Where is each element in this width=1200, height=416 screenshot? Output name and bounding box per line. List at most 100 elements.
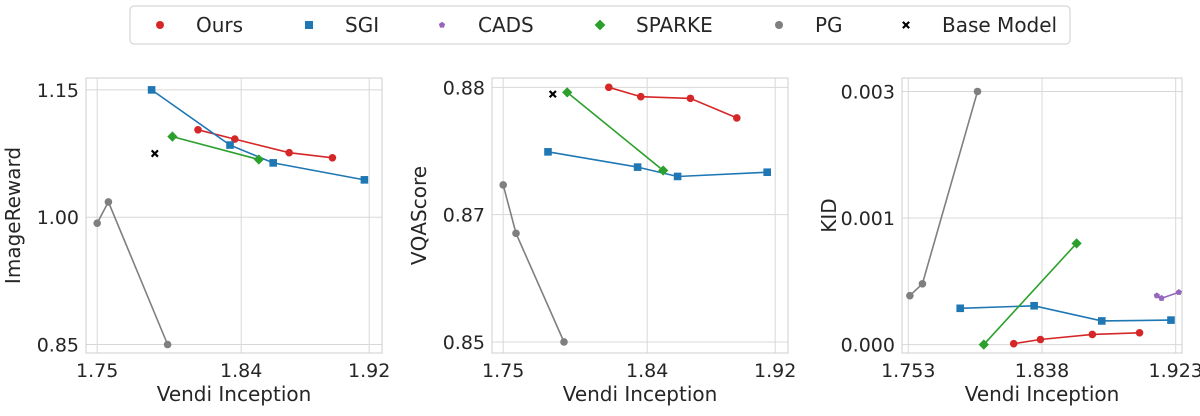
y-tick-label: 1.00: [37, 207, 79, 229]
data-point-sgi: [956, 304, 965, 313]
data-point-sparke: [562, 87, 573, 98]
legend-label: CADS: [478, 13, 534, 37]
x-tick-label: 1.84: [220, 360, 262, 382]
x-tick-label: 1.923: [1149, 360, 1200, 382]
legend-marker-circle-icon: [775, 21, 783, 29]
data-point-ours: [328, 153, 337, 162]
legend-entry-sparke: SPARKE: [594, 13, 713, 37]
series-line-sparke: [566, 91, 664, 172]
x-axis-label: Vendi Inception: [965, 382, 1120, 406]
y-axis-label: VQAScore: [407, 166, 431, 265]
data-point-sgi: [1030, 301, 1038, 310]
y-tick-label: 0.85: [37, 335, 79, 357]
legend-label: PG: [815, 13, 843, 37]
data-point-sparke: [978, 339, 989, 350]
legend-label: SGI: [345, 13, 379, 37]
data-point-sgi: [633, 163, 642, 171]
data-point-ours: [686, 94, 695, 103]
data-point-ours: [1036, 335, 1045, 344]
series-pg: [93, 198, 172, 349]
data-point-pg: [918, 280, 927, 288]
series-cads: [1153, 288, 1182, 301]
legend-label: Base Model: [942, 13, 1057, 37]
legend-marker-diamond-icon: [594, 19, 606, 31]
x-axis-label: Vendi Inception: [563, 382, 718, 406]
y-tick-label: 0.001: [841, 208, 895, 230]
series-line-ours: [197, 129, 333, 159]
chart-panel-3: 1.753 1.838 1.923 0.000 0.001 0.003 Vendi Ince…: [817, 77, 1200, 406]
legend-marker-pentagon-icon: [438, 21, 446, 28]
data-point-sparke: [1071, 238, 1082, 249]
data-point-cads: [1158, 294, 1165, 301]
data-point-sgi: [360, 176, 369, 184]
series-ours: [1009, 328, 1144, 348]
x-tick-label: 1.838: [1015, 360, 1069, 382]
x-axis-label: Vendi Inception: [157, 382, 312, 406]
series-base-model: [150, 149, 159, 158]
series-sparke: [978, 238, 1082, 350]
data-point-sgi: [147, 86, 156, 94]
series-pg: [906, 87, 982, 300]
data-point-sgi: [269, 159, 277, 167]
data-point-sgi: [544, 148, 552, 156]
data-point-pg: [93, 219, 101, 227]
series-line-sgi: [151, 89, 365, 181]
series-sgi: [544, 148, 771, 181]
data-point-sgi: [763, 168, 771, 177]
legend-marker-x-icon: [902, 21, 910, 29]
data-point-sgi: [1167, 316, 1175, 324]
legend-entry-ours: Ours: [156, 13, 243, 37]
y-axis-label: KID: [817, 198, 841, 232]
legend-label: SPARKE: [636, 13, 713, 37]
legend-marker-square-icon: [305, 21, 313, 29]
legend-entry-sgi: SGI: [305, 13, 379, 37]
legend-marker-circle-icon: [156, 21, 164, 29]
data-point-ours: [1088, 330, 1097, 339]
legend-entry-pg: PG: [775, 13, 843, 37]
chart-panel-2: 1.75 1.84 1.92 0.85 0.87 0.88 Vendi Inception V…: [407, 77, 796, 406]
series-pg: [499, 181, 568, 346]
x-tick-label: 1.92: [348, 360, 390, 382]
legend: Ours SGI CADS SPARKE PG Base Model: [129, 5, 1071, 45]
series-line-pg: [909, 91, 979, 297]
y-tick-label: 0.000: [841, 335, 895, 357]
series-line-sparke: [983, 242, 1078, 346]
data-point-ours: [605, 83, 613, 92]
data-point-ours: [637, 92, 645, 101]
data-point-sgi: [1097, 317, 1106, 325]
series-ours: [605, 83, 741, 122]
data-point-ours: [1135, 328, 1144, 337]
data-point-base-model: [150, 149, 159, 158]
series-line-sgi: [960, 304, 1172, 322]
data-point-ours: [285, 148, 294, 157]
series-sgi: [956, 301, 1175, 325]
y-tick-label: 1.15: [37, 80, 79, 102]
data-point-sparke: [658, 165, 669, 176]
data-point-sparke: [253, 154, 264, 165]
series-line-sparke: [172, 135, 260, 161]
data-point-cads: [1175, 288, 1182, 295]
series-base-model: [548, 90, 557, 99]
series-line-pg: [96, 200, 169, 345]
x-tick-label: 1.753: [881, 360, 935, 382]
chart-panels: 1.75 1.84 1.92 0.85 1.00 1.15 Vendi Inception I…: [1, 77, 1200, 406]
data-point-sgi: [226, 141, 234, 149]
plot-frame: [85, 77, 383, 354]
series-line-pg: [502, 184, 565, 343]
data-point-base-model: [548, 90, 557, 99]
data-point-cads: [1153, 292, 1160, 299]
plot-frame: [491, 77, 789, 354]
data-point-pg: [973, 87, 982, 96]
data-point-pg: [163, 340, 172, 349]
data-point-pg: [499, 181, 508, 189]
data-point-pg: [560, 338, 568, 346]
legend-entry-cads: CADS: [438, 13, 534, 37]
data-point-ours: [1009, 339, 1018, 348]
data-point-sgi: [673, 172, 682, 181]
data-point-sparke: [167, 131, 178, 142]
data-point-ours: [733, 114, 741, 122]
y-tick-label: 0.85: [443, 332, 485, 354]
y-tick-label: 0.003: [841, 81, 895, 103]
